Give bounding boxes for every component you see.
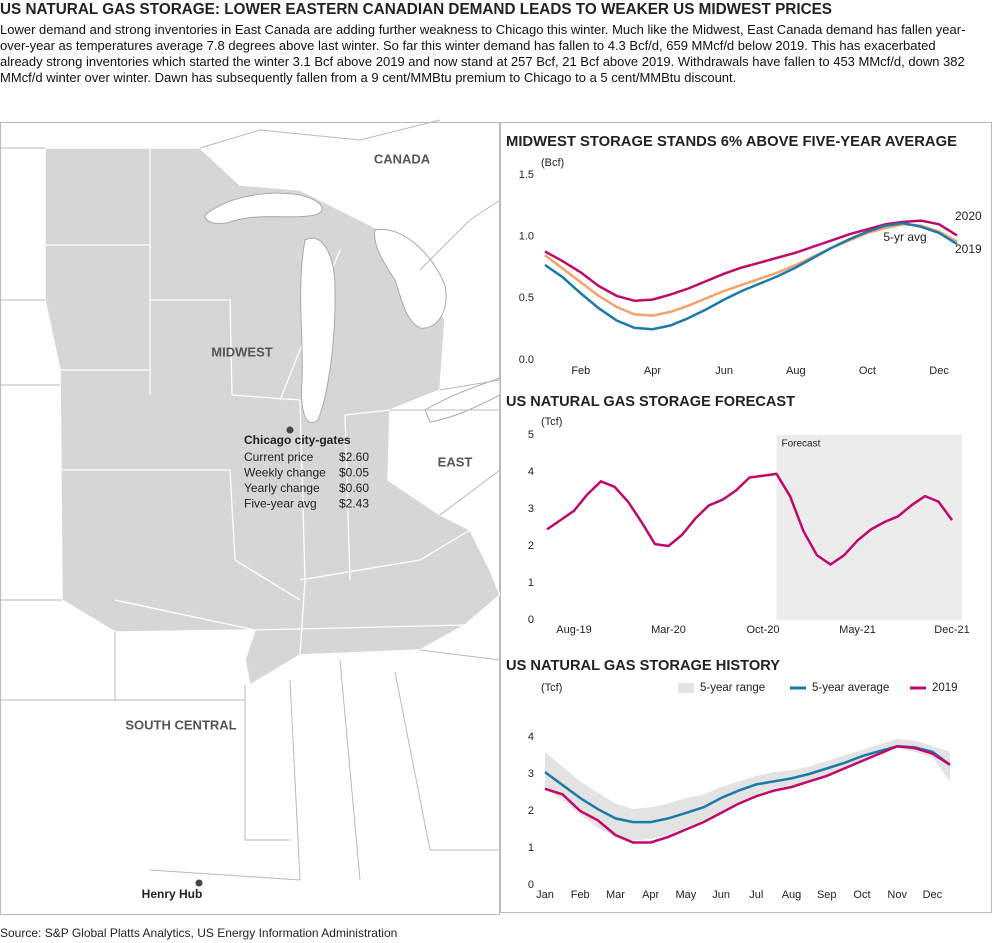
y-axis-unit: (Tcf) — [541, 416, 562, 428]
hub-marker — [195, 879, 203, 887]
y-tick-label: 0.5 — [519, 292, 534, 304]
y-tick-label: 4 — [528, 466, 534, 478]
midwest-borders — [45, 148, 471, 656]
region-label: EAST — [438, 454, 473, 469]
hub-label: Henry Hub — [142, 887, 203, 901]
y-tick-label: 0 — [528, 614, 534, 626]
x-tick-label: Jun — [712, 889, 730, 901]
series-label: 5-yr avg — [883, 230, 926, 244]
x-tick-label: Aug — [782, 889, 802, 901]
x-tick-label: Nov — [887, 889, 907, 901]
legend-label: 2019 — [932, 682, 958, 694]
lake-huron — [374, 228, 447, 329]
x-tick-label: Mar — [606, 889, 625, 901]
intro-text: Lower demand and strong inventories in E… — [0, 22, 966, 85]
chart-title: US NATURAL GAS STORAGE HISTORY — [506, 657, 780, 674]
y-axis-unit: (Bcf) — [541, 157, 564, 169]
x-tick-label: Oct — [859, 365, 876, 377]
range-area — [545, 738, 950, 841]
y-tick-label: 2 — [528, 805, 534, 817]
chicago-title: Chicago city-gates — [244, 433, 351, 447]
x-tick-label: Feb — [571, 889, 590, 901]
row-value: $0.05 — [339, 466, 369, 480]
region-label: CANADA — [374, 151, 431, 166]
x-tick-label: Jan — [536, 889, 554, 901]
x-tick-label: Aug — [786, 365, 806, 377]
x-tick-label: Dec-21 — [934, 624, 969, 636]
chart: MIDWEST STORAGE STANDS 6% ABOVE FIVE-YEA… — [506, 133, 982, 377]
annotation: Forecast — [782, 439, 821, 450]
y-tick-label: 2 — [528, 540, 534, 552]
series-line — [546, 472, 954, 567]
x-tick-label: Mar-20 — [651, 624, 686, 636]
y-tick-label: 1.0 — [519, 231, 534, 243]
y-tick-label: 1 — [528, 842, 534, 854]
y-tick-label: 1 — [528, 577, 534, 589]
x-tick-label: Dec — [929, 365, 949, 377]
region-label: SOUTH CENTRAL — [125, 717, 236, 732]
series-line — [544, 221, 958, 331]
row-label: Current price — [244, 450, 314, 464]
row-value: $0.60 — [339, 481, 369, 495]
series-line — [544, 219, 958, 303]
x-tick-label: May-21 — [839, 624, 876, 636]
x-tick-label: Aug-19 — [556, 624, 591, 636]
y-tick-label: 1.5 — [519, 169, 534, 181]
chicago-marker — [286, 426, 294, 434]
x-tick-label: Jun — [715, 365, 733, 377]
midwest-region — [44, 147, 501, 687]
y-tick-label: 3 — [528, 768, 534, 780]
series-line — [544, 745, 951, 824]
chicago-box: Chicago city-gates Current price $2.60 Wee… — [244, 433, 369, 511]
y-tick-label: 0 — [528, 879, 534, 891]
forecast-shade — [776, 435, 962, 620]
series-label: 2019 — [955, 242, 982, 256]
y-tick-label: 3 — [528, 503, 534, 515]
series-line — [544, 223, 958, 317]
row-label: Five-year avg — [244, 497, 317, 511]
source: Source: S&P Global Platts Analytics, US … — [0, 926, 397, 940]
chart-title: US NATURAL GAS STORAGE FORECAST — [506, 393, 795, 410]
x-tick-label: May — [675, 889, 696, 901]
x-tick-label: Apr — [644, 365, 661, 377]
state-borders — [0, 119, 501, 881]
region-label: MIDWEST — [211, 344, 272, 359]
x-tick-label: Apr — [642, 889, 659, 901]
x-tick-label: Dec — [923, 889, 943, 901]
y-tick-label: 5 — [528, 429, 534, 441]
x-tick-label: Sep — [817, 889, 837, 901]
x-tick-label: Oct — [853, 889, 870, 901]
legend-label: 5-year range — [700, 682, 765, 694]
lake-superior — [204, 192, 323, 225]
chart-title: MIDWEST STORAGE STANDS 6% ABOVE FIVE-YEA… — [506, 133, 957, 150]
legend-swatch — [678, 683, 694, 693]
y-tick-label: 0.0 — [519, 354, 534, 366]
map: CANADA MIDWEST EAST SOUTH CENTRAL Henry … — [0, 119, 501, 915]
legend-label: 5-year average — [812, 682, 889, 694]
page-title: US NATURAL GAS STORAGE: LOWER EASTERN CA… — [0, 1, 832, 18]
y-axis-unit: (Tcf) — [541, 682, 562, 694]
row-value: $2.43 — [339, 497, 369, 511]
chart: US NATURAL GAS STORAGE FORECAST (Tcf) Fore… — [506, 393, 970, 636]
series-label: 2020 — [955, 209, 982, 223]
series-line — [544, 745, 951, 844]
row-label: Weekly change — [244, 466, 326, 480]
x-tick-label: Oct-20 — [746, 624, 779, 636]
row-value: $2.60 — [339, 450, 369, 464]
x-tick-label: Feb — [571, 365, 590, 377]
lake-michigan — [300, 237, 336, 423]
row-label: Yearly change — [244, 481, 320, 495]
chart: US NATURAL GAS STORAGE HISTORY (Tcf) 0 1 2 3 4… — [506, 657, 958, 901]
x-tick-label: Jul — [749, 889, 763, 901]
y-tick-label: 4 — [528, 731, 534, 743]
